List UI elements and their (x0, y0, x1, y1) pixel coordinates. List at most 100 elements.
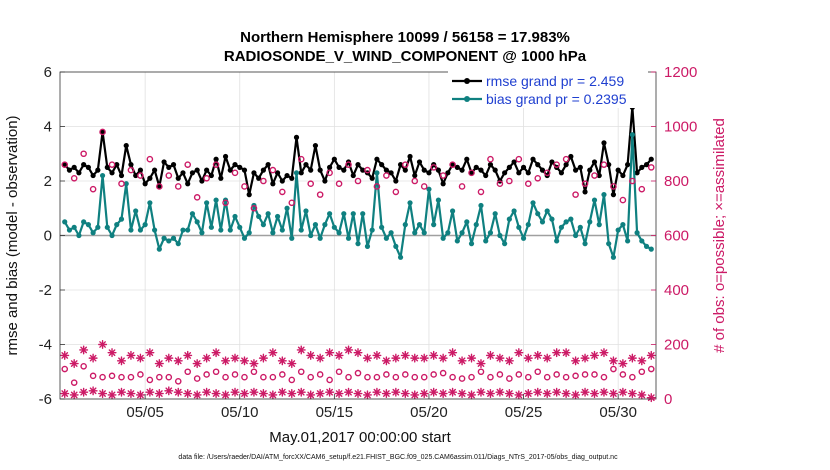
data-point (76, 170, 82, 176)
obs-assimilated-point (419, 389, 429, 399)
obs-assimilated-point (504, 356, 514, 366)
data-point (591, 197, 598, 203)
data-point (270, 181, 276, 187)
x-tick-label: 05/25 (505, 404, 543, 421)
data-point (175, 241, 181, 247)
data-point (431, 222, 437, 228)
data-point (204, 200, 210, 206)
obs-assimilated-point (135, 390, 145, 400)
obs-possible-point (477, 368, 485, 376)
obs-possible-point (118, 373, 125, 381)
data-point (535, 211, 541, 217)
obs-possible-point (288, 376, 296, 384)
data-point (251, 170, 257, 176)
obs-assimilated-point (467, 390, 477, 400)
series-line (63, 133, 652, 259)
data-point (90, 230, 96, 236)
data-point (355, 241, 361, 247)
obs-possible-point (288, 199, 296, 207)
data-point (284, 172, 290, 179)
obs-possible-point (184, 368, 192, 376)
obs-possible-point (515, 155, 523, 163)
obs-possible-point (61, 161, 69, 168)
obs-possible-point (543, 373, 551, 381)
data-point (450, 208, 456, 214)
obs-assimilated-point (202, 387, 212, 397)
legend-marker (464, 78, 470, 84)
obs-assimilated-point (485, 350, 495, 360)
obs-assimilated-point (296, 345, 306, 355)
obs-assimilated-point (60, 350, 70, 360)
data-point (312, 142, 319, 149)
data-point (596, 222, 602, 228)
series-line (63, 106, 653, 196)
data-point (336, 230, 342, 236)
obs-assimilated-point (315, 389, 325, 399)
obs-possible-point (543, 169, 551, 177)
obs-possible-point (562, 373, 570, 381)
obs-possible-point (231, 371, 239, 378)
obs-assimilated-point (202, 353, 212, 363)
y-tick-label-left: -4 (39, 337, 52, 354)
data-point (241, 235, 248, 241)
obs-assimilated-point (637, 356, 647, 366)
obs-assimilated-point (192, 390, 202, 400)
data-point (185, 181, 191, 187)
data-point (142, 181, 148, 187)
obs-possible-point (335, 180, 343, 188)
obs-assimilated-point (325, 348, 335, 358)
legend-box (448, 70, 648, 108)
data-point (601, 192, 607, 198)
legend-entry: bias grand pr = 0.2395 (486, 91, 627, 107)
data-point (558, 170, 564, 176)
data-point (369, 227, 375, 233)
data-point (246, 192, 252, 198)
data-point (109, 170, 115, 176)
obs-assimilated-point (154, 389, 164, 399)
obs-assimilated-point (523, 389, 533, 399)
data-point (170, 235, 177, 241)
obs-assimilated-point (590, 389, 600, 399)
obs-assimilated-point (79, 387, 89, 397)
data-point (218, 227, 224, 233)
obs-possible-point (515, 371, 523, 378)
obs-assimilated-point (504, 389, 514, 399)
data-point (558, 224, 564, 230)
obs-possible-point (99, 128, 106, 136)
obs-assimilated-point (277, 387, 287, 397)
data-point (620, 172, 626, 179)
obs-assimilated-point (372, 350, 382, 360)
data-point (317, 235, 323, 241)
obs-possible-point (137, 371, 144, 378)
data-point (327, 211, 333, 217)
obs-assimilated-point (126, 350, 136, 360)
data-point (161, 235, 167, 241)
obs-assimilated-point (514, 348, 524, 358)
data-point (525, 222, 531, 228)
data-point (114, 162, 120, 168)
data-point (625, 238, 631, 244)
data-point (289, 175, 295, 181)
obs-possible-point (146, 155, 154, 163)
data-point (440, 181, 446, 187)
obs-assimilated-point (552, 387, 562, 397)
data-point (572, 232, 579, 239)
data-point (520, 235, 527, 241)
data-point (279, 178, 285, 184)
obs-possible-point (241, 373, 248, 381)
data-point (459, 167, 465, 173)
obs-assimilated-point (145, 348, 155, 358)
obs-possible-point (638, 368, 646, 376)
data-point (260, 222, 266, 228)
obs-assimilated-point (154, 359, 164, 369)
obs-possible-point (600, 161, 608, 168)
obs-assimilated-point (429, 387, 439, 397)
obs-assimilated-point (485, 389, 495, 399)
data-point (563, 219, 569, 225)
data-point (232, 213, 238, 220)
data-point (464, 156, 470, 162)
data-point (478, 167, 484, 173)
data-point (450, 162, 456, 168)
data-point (487, 230, 494, 236)
obs-assimilated-point (126, 389, 136, 399)
